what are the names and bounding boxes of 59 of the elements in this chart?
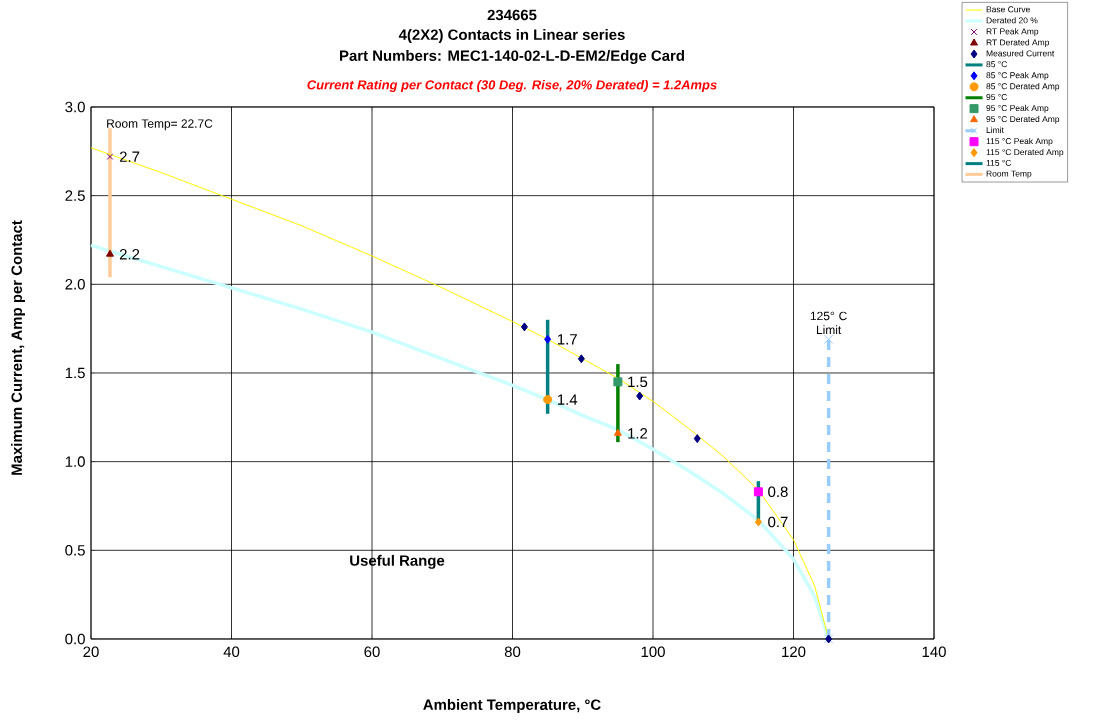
legend-label: 115 °C Derated Amp [986,148,1064,157]
data-label: 1.7 [557,334,577,345]
legend-label: 115 °C Peak Amp [986,137,1053,146]
data-label: 1.5 [628,376,648,388]
legend-label: Room Temp [986,170,1032,179]
point [544,334,552,344]
point [106,249,114,257]
data-label: 2.7 [119,151,140,162]
x-tick-label: 100 [641,646,665,658]
x-tick-label: 80 [504,646,521,658]
x-tick-label: 40 [223,646,240,658]
legend-label: RT Derated Amp [986,39,1050,48]
data-label: 1.2 [628,428,648,439]
legend-label: 95 °C [986,94,1007,101]
point [543,395,553,405]
point [577,354,585,364]
chart-subtitle: 4(2X2) Contacts in Linear series [398,29,625,43]
x-axis-title: Ambient Temperature, °C [423,699,601,713]
chart-title: 234665 [487,9,537,21]
annotation: Room Temp= 22.7C [107,119,213,131]
point [613,428,622,436]
legend-label: Limit [986,126,1004,134]
annotation: Useful Range [350,554,445,569]
y-tick-label: 1.0 [65,456,85,467]
y-axis-title: Maximum Current, Amp per Contact [11,220,25,475]
legend-label: 85 °C Derated Amp [986,83,1060,91]
point [823,334,834,345]
y-tick-label: 3.0 [65,101,85,113]
point [753,487,763,497]
y-tick-label: 0.5 [65,545,85,556]
y-tick-label: 2.5 [65,190,85,201]
data-label: 2.2 [119,248,140,260]
data-label: 0.8 [768,486,788,498]
data-label: 1.4 [557,394,578,405]
text: Part Numbers: MEC1-140-02-L-D-EM2/Edge Card [340,49,684,64]
x-tick-label: 60 [364,646,380,658]
x-tick-label: 20 [83,646,99,658]
point [754,517,762,527]
annotation: 125° C Limit [810,311,847,335]
point [613,377,623,387]
legend-label: 95 °C Derated Amp [986,115,1060,124]
point [693,434,701,444]
y-tick-label: 0.0 [65,633,85,645]
y-tick-label: 2.0 [65,279,85,290]
x-tick-label: 140 [922,646,946,658]
legend-label: 85 °C [986,61,1007,68]
legend-label: Measured Current [986,50,1055,57]
point [520,322,528,332]
point [636,391,644,401]
legend-label: RT Peak Amp [986,28,1039,37]
legend-label: 115 °C [986,159,1012,166]
legend-label: 95 °C Peak Amp [986,104,1049,113]
x-tick-label: 120 [782,646,806,658]
y-tick-label: 1.5 [65,367,85,379]
legend-label: Base Curve [986,6,1030,13]
point [106,153,114,160]
text: Current Rating per Contact (30 Deg. Rise, 20% Derated) = 1.2Amps [307,79,717,93]
legend-label: 85 °C Peak Amp [986,72,1049,80]
legend-label: Derated 20 % [986,17,1038,24]
